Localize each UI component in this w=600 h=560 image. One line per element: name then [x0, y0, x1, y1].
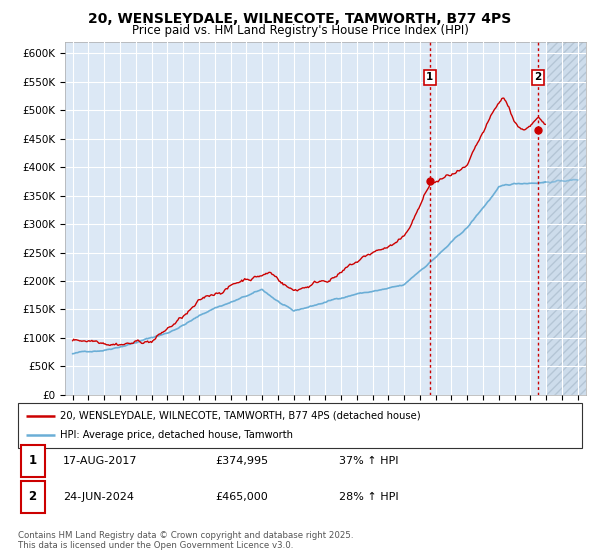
Text: 1: 1 [426, 72, 433, 82]
Text: 24-JUN-2024: 24-JUN-2024 [63, 492, 134, 502]
Text: 28% ↑ HPI: 28% ↑ HPI [340, 492, 399, 502]
Text: £374,995: £374,995 [215, 456, 269, 466]
Text: HPI: Average price, detached house, Tamworth: HPI: Average price, detached house, Tamw… [60, 431, 293, 441]
Text: 1: 1 [29, 454, 37, 468]
Text: 37% ↑ HPI: 37% ↑ HPI [340, 456, 399, 466]
Text: Contains HM Land Registry data © Crown copyright and database right 2025.
This d: Contains HM Land Registry data © Crown c… [18, 531, 353, 550]
Text: 2: 2 [29, 491, 37, 503]
Text: £465,000: £465,000 [215, 492, 268, 502]
FancyBboxPatch shape [18, 403, 582, 448]
Text: 2: 2 [535, 72, 542, 82]
Text: Price paid vs. HM Land Registry's House Price Index (HPI): Price paid vs. HM Land Registry's House … [131, 24, 469, 36]
Text: 20, WENSLEYDALE, WILNECOTE, TAMWORTH, B77 4PS: 20, WENSLEYDALE, WILNECOTE, TAMWORTH, B7… [88, 12, 512, 26]
Text: 17-AUG-2017: 17-AUG-2017 [63, 456, 137, 466]
FancyBboxPatch shape [21, 481, 44, 513]
Text: 20, WENSLEYDALE, WILNECOTE, TAMWORTH, B77 4PS (detached house): 20, WENSLEYDALE, WILNECOTE, TAMWORTH, B7… [60, 410, 421, 421]
FancyBboxPatch shape [21, 445, 44, 477]
